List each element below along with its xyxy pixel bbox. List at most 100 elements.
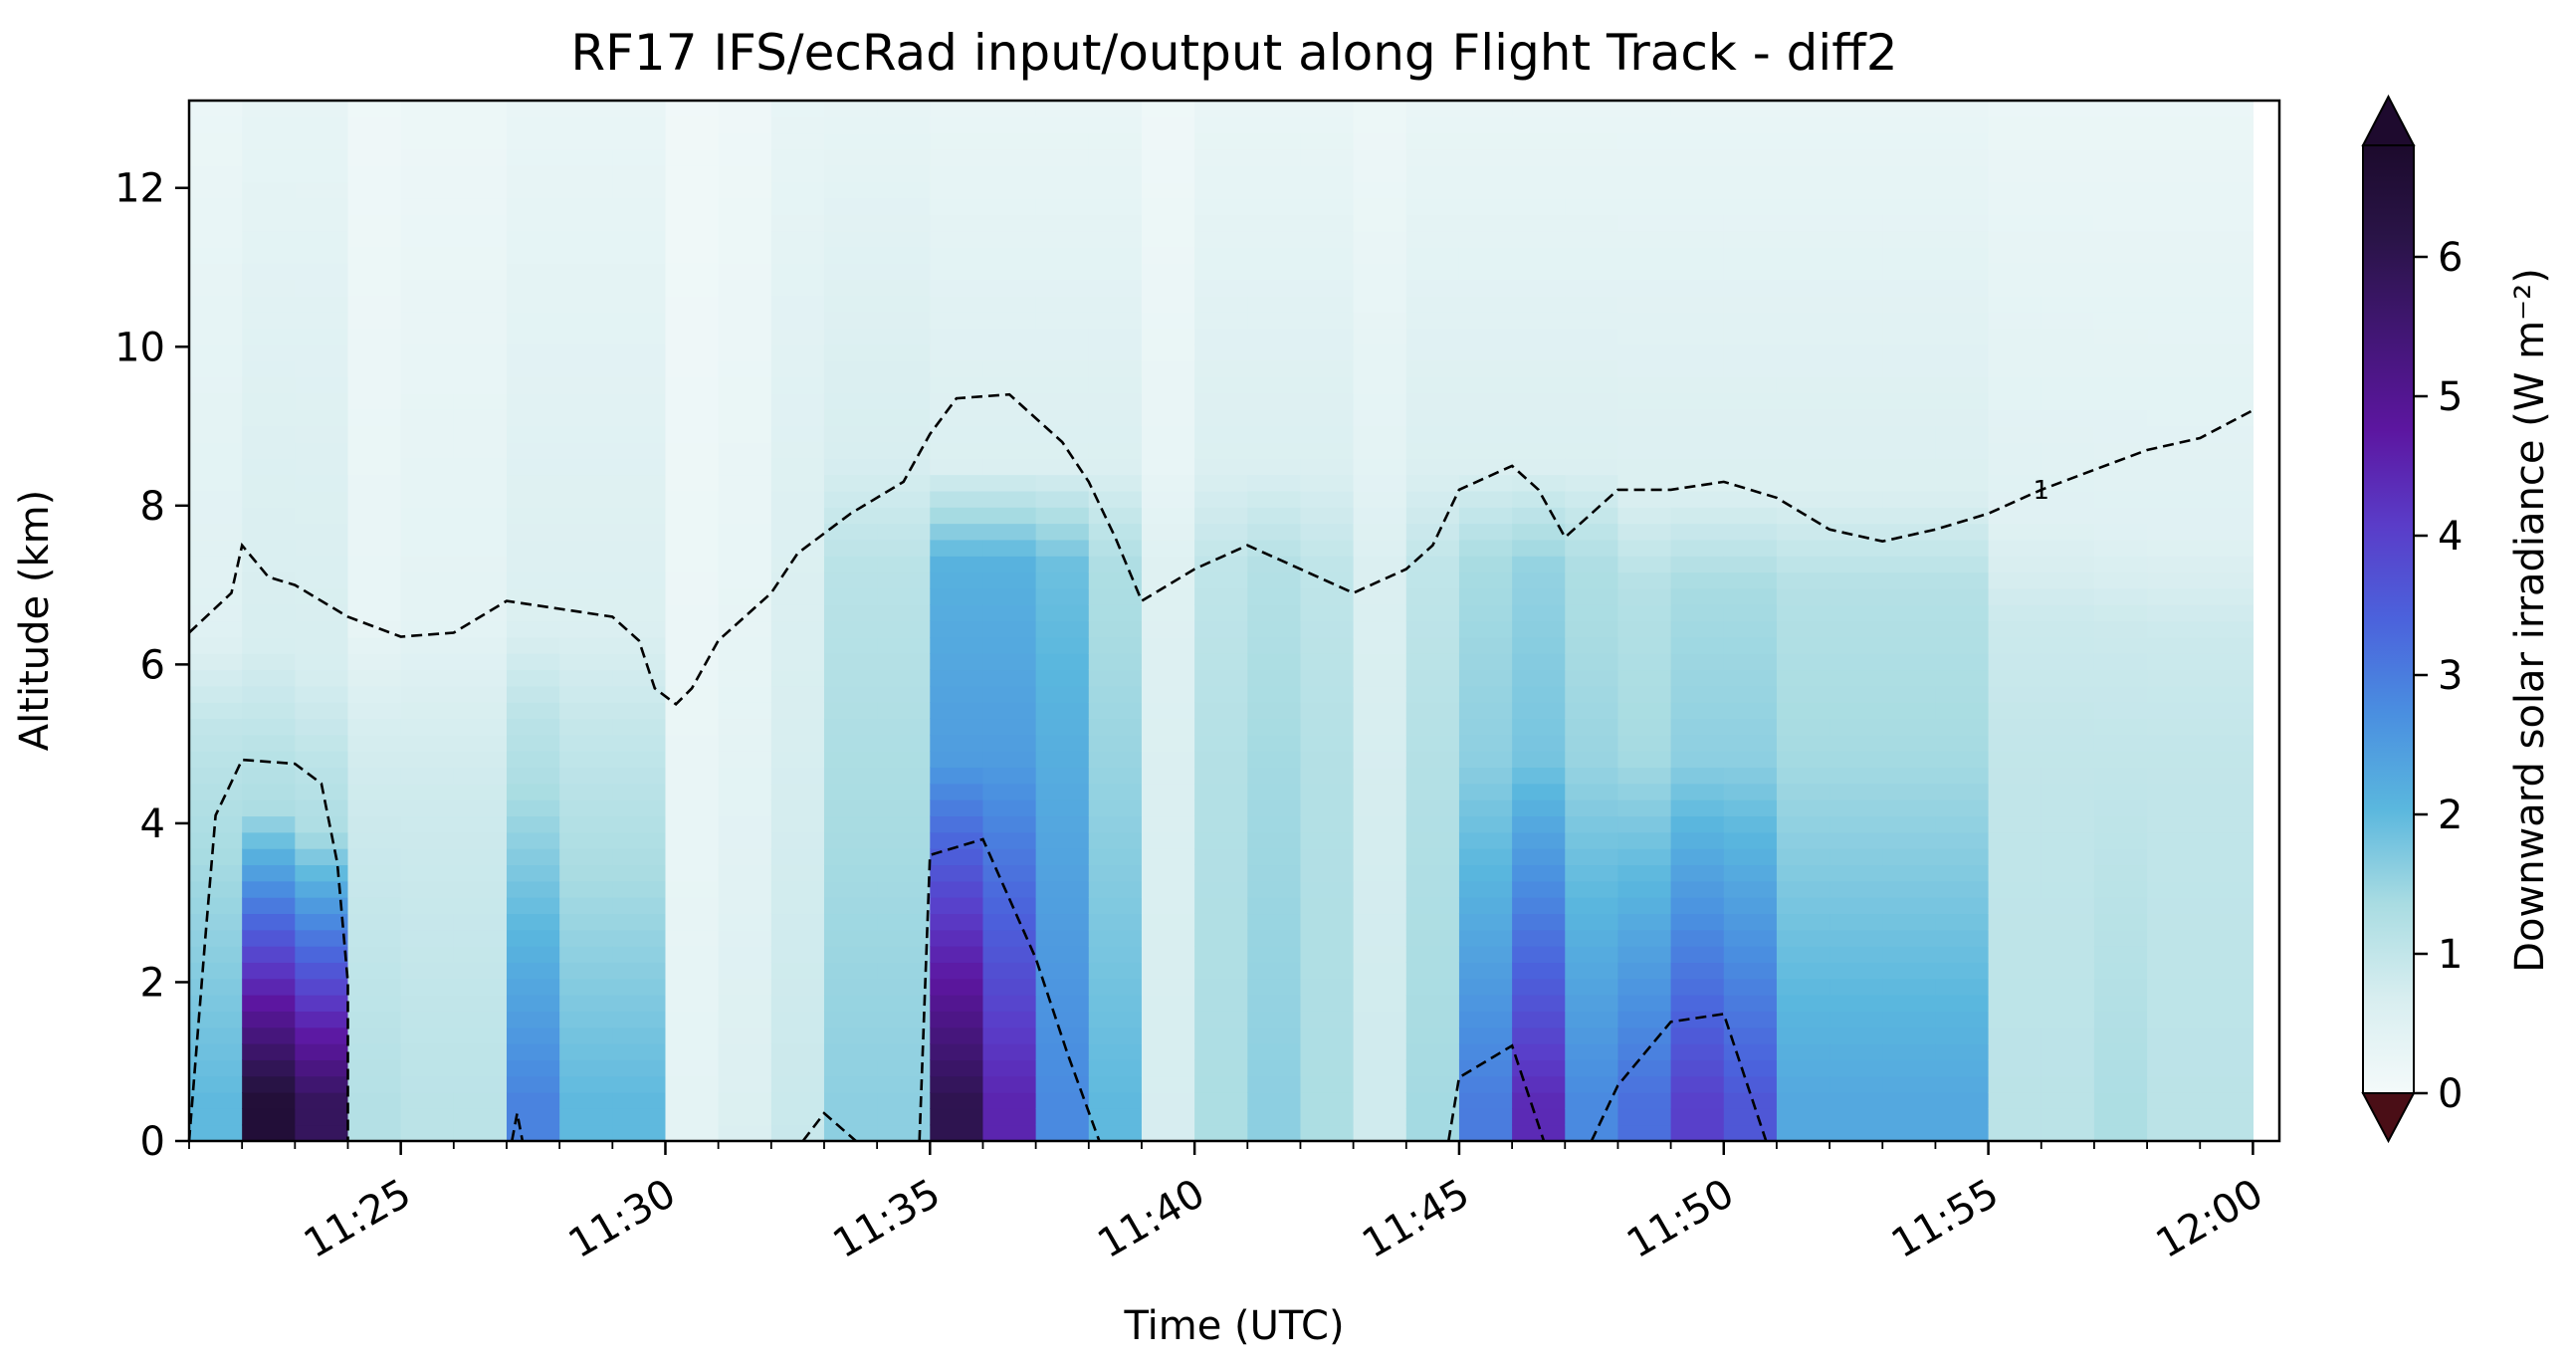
heatmap-cell — [1670, 815, 1725, 833]
heatmap-cell — [2040, 556, 2095, 573]
heatmap-cell — [1723, 685, 1778, 703]
heatmap-cell — [2093, 246, 2148, 264]
heatmap-cell — [1617, 783, 1672, 800]
heatmap-cell — [2040, 246, 2095, 264]
heatmap-cell — [1512, 1075, 1566, 1093]
heatmap-cell — [1882, 490, 1937, 508]
heatmap-cell — [189, 815, 243, 833]
heatmap-cell — [823, 653, 878, 671]
heatmap-cell — [400, 1059, 455, 1077]
heatmap-cell — [1353, 458, 1407, 476]
heatmap-cell — [1617, 409, 1672, 427]
heatmap-cell — [1035, 165, 1090, 183]
heatmap-cell — [242, 913, 296, 931]
heatmap-cell — [1829, 1075, 1883, 1093]
heatmap-cell — [1935, 831, 1990, 849]
heatmap-cell — [718, 913, 772, 931]
heatmap-cell — [877, 360, 931, 378]
heatmap-cell — [1458, 1043, 1513, 1060]
heatmap-cell — [823, 864, 878, 882]
colorbar-tick-label: 5 — [2438, 374, 2463, 420]
heatmap-cell — [770, 1075, 825, 1093]
heatmap-cell — [877, 880, 931, 898]
x-axis-label: Time (UTC) — [1123, 1303, 1344, 1349]
heatmap-cell — [823, 556, 878, 573]
heatmap-cell — [1247, 718, 1302, 736]
heatmap-cell — [612, 767, 667, 785]
heatmap-cell — [1723, 783, 1778, 800]
heatmap-cell — [1935, 685, 1990, 703]
heatmap-cell — [1882, 1027, 1937, 1044]
colorbar-extend-under — [2361, 1092, 2416, 1144]
heatmap-cell — [1565, 587, 1619, 605]
heatmap-cell — [506, 571, 560, 589]
heatmap-cell — [1300, 490, 1355, 508]
heatmap-cell — [612, 343, 667, 361]
heatmap-cell — [665, 490, 720, 508]
heatmap-cell — [1088, 279, 1143, 297]
heatmap-cell — [1512, 312, 1566, 330]
heatmap-cell — [1353, 636, 1407, 654]
heatmap-cell — [1829, 1027, 1883, 1044]
heatmap-cell — [1723, 929, 1778, 947]
heatmap-cell — [930, 636, 984, 654]
heatmap-cell — [1035, 783, 1090, 800]
heatmap-cell — [770, 474, 825, 492]
heatmap-cell — [1776, 312, 1830, 330]
heatmap-cell — [1829, 343, 1883, 361]
heatmap-cell — [1194, 279, 1248, 297]
heatmap-cell — [242, 328, 296, 345]
heatmap-cell — [718, 1011, 772, 1028]
heatmap-cell — [2200, 556, 2254, 573]
heatmap-cell — [1776, 1108, 1830, 1126]
heatmap-cell — [2040, 685, 2095, 703]
heatmap-cell — [1988, 1027, 2042, 1044]
heatmap-cell — [1617, 1092, 1672, 1109]
heatmap-cell — [877, 913, 931, 931]
heatmap-cell — [1723, 636, 1778, 654]
heatmap-cell — [2200, 880, 2254, 898]
heatmap-cell — [877, 978, 931, 996]
heatmap-cell — [718, 946, 772, 963]
heatmap-cell — [1141, 523, 1195, 541]
heatmap-cell — [1617, 523, 1672, 541]
heatmap-cell — [1988, 929, 2042, 947]
heatmap-cell — [1776, 507, 1830, 525]
heatmap-cell — [1247, 653, 1302, 671]
heatmap-cell — [1194, 458, 1248, 476]
heatmap-cell — [1988, 1092, 2042, 1109]
heatmap-cell — [559, 880, 613, 898]
heatmap-cell — [1353, 181, 1407, 199]
heatmap-cell — [2093, 653, 2148, 671]
heatmap-cell — [2147, 848, 2201, 866]
heatmap-cell — [2093, 913, 2148, 931]
heatmap-cell — [242, 101, 296, 117]
heatmap-cell — [1512, 880, 1566, 898]
heatmap-cell — [506, 946, 560, 963]
heatmap-cell — [1829, 653, 1883, 671]
heatmap-cell — [295, 815, 349, 833]
heatmap-cell — [1458, 913, 1513, 931]
heatmap-cell — [2147, 360, 2201, 378]
heatmap-cell — [2040, 1011, 2095, 1028]
heatmap-cell — [1882, 295, 1937, 313]
heatmap-cell — [665, 718, 720, 736]
heatmap-cell — [1300, 831, 1355, 849]
heatmap-cell — [1882, 604, 1937, 622]
heatmap-cell — [718, 702, 772, 720]
heatmap-cell — [1882, 929, 1937, 947]
heatmap-cell — [1565, 328, 1619, 345]
heatmap-cell — [1353, 929, 1407, 947]
heatmap-cell — [2147, 1027, 2201, 1044]
heatmap-cell — [982, 604, 1037, 622]
heatmap-cell — [665, 409, 720, 427]
heatmap-cell — [1247, 1075, 1302, 1093]
heatmap-cell — [2040, 864, 2095, 882]
heatmap-cell — [189, 181, 243, 199]
heatmap-cell — [453, 962, 508, 980]
heatmap-cell — [400, 148, 455, 166]
heatmap-cell — [1405, 523, 1460, 541]
heatmap-cell — [1353, 376, 1407, 394]
heatmap-cell — [1565, 409, 1619, 427]
y-tick-label: 6 — [140, 642, 165, 688]
